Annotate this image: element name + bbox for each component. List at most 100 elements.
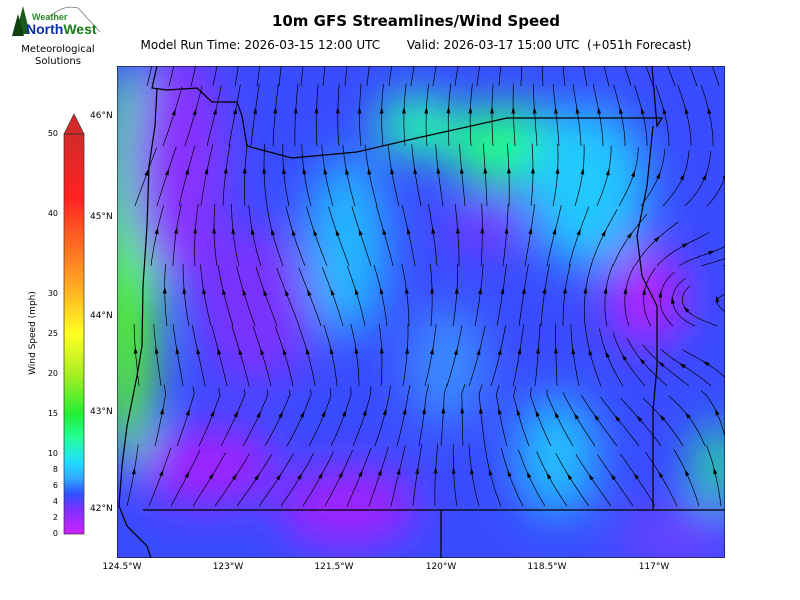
map-subtitle: Model Run Time: 2026-03-15 12:00 UTC Val… — [140, 38, 692, 52]
colorbar-label: Wind Speed (mph) — [28, 291, 38, 375]
streamline — [396, 384, 411, 447]
streamline — [282, 143, 290, 207]
streamline — [432, 66, 437, 87]
streamline — [411, 144, 422, 207]
streamline — [662, 150, 690, 207]
streamline-arrow — [422, 407, 426, 415]
streamline — [298, 325, 316, 387]
streamline-arrow — [433, 466, 438, 474]
streamline-arrow — [321, 410, 326, 418]
streamline-arrow — [357, 106, 362, 114]
streamline-arrow — [431, 227, 436, 234]
streamline-arrow — [683, 306, 690, 313]
streamline-arrow — [329, 347, 334, 355]
streamline-arrow — [659, 414, 666, 421]
streamline — [513, 386, 530, 447]
streamline — [574, 144, 585, 207]
streamline-arrow — [160, 407, 164, 415]
streamline — [496, 264, 507, 327]
streamline — [264, 389, 291, 447]
streamline — [454, 66, 459, 87]
streamline-arrow — [222, 288, 227, 296]
streamline — [604, 264, 614, 327]
streamline-arrow — [521, 287, 526, 294]
streamline-arrow — [562, 286, 567, 294]
streamline-arrow — [318, 472, 323, 479]
streamline-arrow — [658, 361, 665, 368]
streamline-arrow — [223, 166, 228, 174]
streamline — [626, 338, 668, 387]
streamline — [213, 203, 218, 267]
streamline-arrow — [293, 106, 298, 114]
streamline — [590, 209, 618, 267]
streamline — [211, 325, 228, 387]
latitude-label: 44°N — [90, 311, 113, 321]
streamline-arrow — [192, 108, 197, 116]
streamline-arrow — [504, 226, 509, 234]
streamline — [164, 263, 168, 327]
streamline — [452, 443, 458, 507]
streamline-arrow — [330, 288, 335, 296]
streamline-arrow — [271, 228, 275, 236]
streamline — [410, 66, 415, 87]
streamline — [198, 387, 221, 447]
streamline-arrow — [354, 346, 359, 354]
streamline — [368, 446, 389, 507]
wind-speed-map[interactable] — [117, 66, 725, 558]
streamline — [613, 84, 626, 146]
streamline — [278, 66, 282, 87]
streamline-arrow — [476, 348, 481, 356]
streamline — [162, 86, 183, 147]
streamline-arrow — [338, 471, 344, 478]
streamline — [498, 66, 502, 87]
streamline-arrow — [583, 286, 588, 294]
streamline — [301, 144, 312, 207]
longitude-label: 118.5°W — [527, 562, 567, 572]
longitude-label: 121.5°W — [314, 562, 354, 572]
streamline-arrow — [335, 229, 340, 236]
colorbar-tick: 40 — [47, 209, 58, 218]
streamline — [706, 445, 722, 507]
streamline-arrow — [517, 347, 522, 355]
streamline — [200, 144, 214, 207]
streamline-arrow — [658, 290, 663, 298]
streamline — [168, 66, 175, 87]
streamline — [620, 397, 662, 447]
streamline-arrow — [702, 361, 710, 367]
streamline — [194, 203, 199, 267]
streamline — [381, 83, 384, 147]
streamline — [231, 325, 250, 387]
coastline — [151, 66, 664, 159]
streamline — [364, 144, 378, 207]
streamline-arrow — [605, 350, 610, 358]
streamline — [328, 206, 350, 267]
streamline-arrow — [459, 166, 464, 174]
streamline — [352, 386, 372, 447]
streamline — [236, 454, 273, 507]
streamline — [236, 266, 256, 327]
streamline — [534, 323, 541, 387]
streamline-arrow — [552, 227, 557, 235]
streamline — [285, 206, 306, 267]
streamline-arrow — [297, 473, 303, 480]
streamline — [678, 246, 725, 267]
streamline-arrow — [379, 287, 384, 295]
streamline — [546, 205, 562, 267]
streamline-arrow — [441, 406, 446, 414]
latitude-label: 43°N — [90, 407, 113, 417]
streamline — [256, 66, 261, 87]
streamline — [401, 204, 416, 267]
streamline-arrow — [622, 354, 628, 361]
streamline — [286, 388, 312, 447]
streamline-arrow — [715, 295, 720, 303]
longitude-label: 120°W — [425, 562, 457, 572]
streamline-arrow — [402, 407, 407, 415]
streamline — [532, 83, 538, 147]
streamline — [244, 143, 248, 207]
streamline-arrow — [478, 287, 483, 295]
streamline-arrow — [679, 173, 685, 181]
streamline-arrow — [575, 107, 580, 114]
streamline-arrow — [580, 167, 585, 175]
streamline — [624, 66, 632, 87]
streamline — [596, 145, 612, 207]
